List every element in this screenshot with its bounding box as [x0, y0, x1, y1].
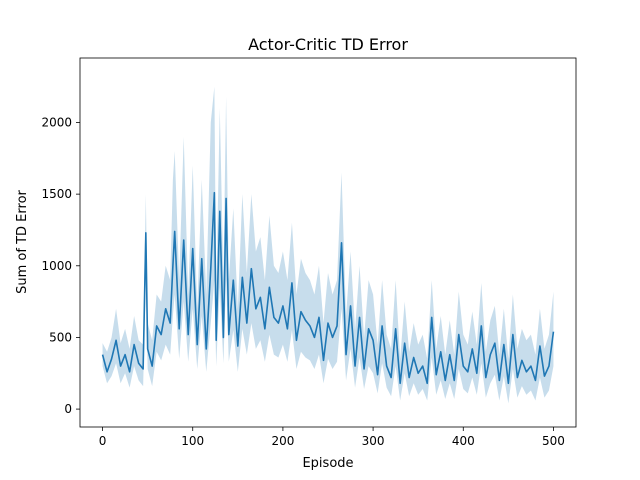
- chart-title: Actor-Critic TD Error: [248, 35, 408, 54]
- x-tick-label: 0: [99, 434, 107, 448]
- y-tick-label: 2000: [41, 115, 72, 129]
- confidence-band-series-0: [102, 86, 554, 404]
- x-tick-label: 400: [452, 434, 475, 448]
- tick-layer: 0 100 200 300 400 500 0 500 1000 1500 2000: [41, 115, 564, 448]
- x-axis-label: Episode: [302, 456, 353, 471]
- x-tick-label: 500: [542, 434, 565, 448]
- data-line-layer: [101, 191, 555, 385]
- plot-frame: [79, 57, 577, 428]
- confidence-band-layer: [102, 86, 554, 404]
- y-tick-label: 500: [49, 330, 72, 344]
- y-axis-label: Sum of TD Error: [15, 189, 30, 293]
- y-tick-label: 0: [64, 402, 72, 416]
- x-tick-label: 300: [362, 434, 385, 448]
- x-tick-label: 100: [181, 434, 204, 448]
- x-tick-label: 200: [271, 434, 294, 448]
- y-tick-label: 1500: [41, 187, 72, 201]
- y-tick-label: 1000: [41, 259, 72, 273]
- series-line-0: [101, 191, 555, 385]
